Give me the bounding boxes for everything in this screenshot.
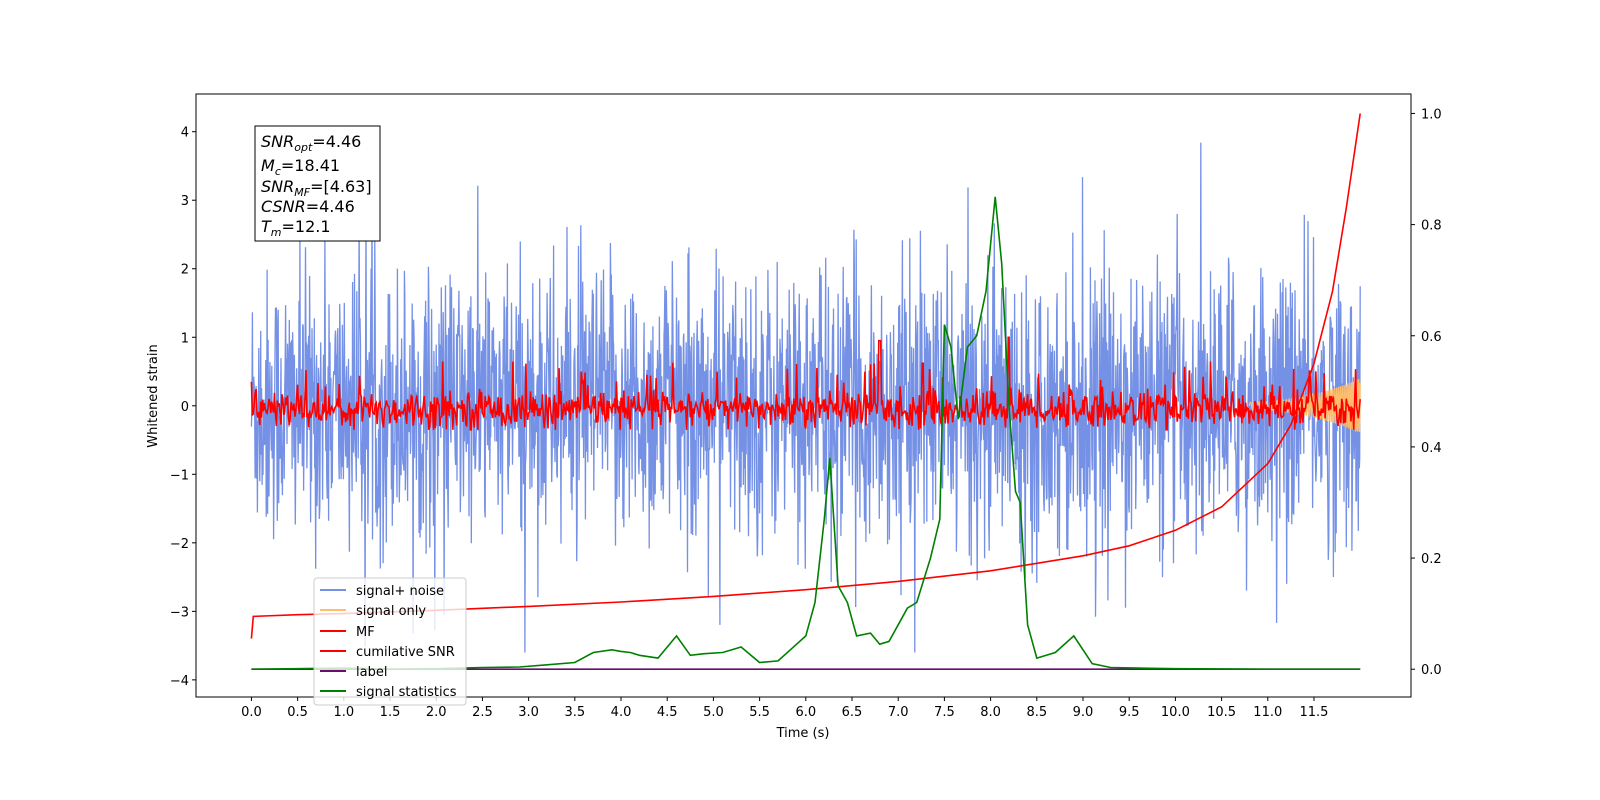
legend-label-signal-only: signal only xyxy=(356,604,426,619)
y-tick-label: −1 xyxy=(170,468,189,483)
y2-tick-label: 0.6 xyxy=(1421,330,1442,345)
x-tick-label: 5.0 xyxy=(703,705,724,720)
legend-label-signal-noise: signal+ noise xyxy=(356,584,444,599)
x-tick-label: 6.5 xyxy=(842,705,863,720)
legend-label-mf: MF xyxy=(356,625,375,640)
x-tick-label: 3.5 xyxy=(564,705,585,720)
x-tick-label: 1.5 xyxy=(380,705,401,720)
x-tick-label: 7.0 xyxy=(888,705,909,720)
legend-label-cumulative-snr: cumilative SNR xyxy=(356,645,455,660)
info-box-frame xyxy=(254,125,381,242)
series-mf-line xyxy=(250,336,1361,431)
y-tick-label: −4 xyxy=(170,674,189,689)
y-axis-label: Whitened strain xyxy=(146,344,161,447)
x-tick-label: 1.0 xyxy=(333,705,354,720)
x-tick-label: 10.5 xyxy=(1207,705,1236,720)
x-tick-label: 8.5 xyxy=(1026,705,1047,720)
legend-label-label: label xyxy=(356,665,387,680)
x-tick-label: 11.5 xyxy=(1300,705,1329,720)
y-tick-label: 3 xyxy=(181,194,189,209)
x-tick-label: 6.0 xyxy=(795,705,816,720)
info-csnr: CSNR=4.46 xyxy=(261,197,355,216)
x-tick-label: 3.0 xyxy=(518,705,539,720)
y-tick-label: 1 xyxy=(181,331,189,346)
y-tick-label: 2 xyxy=(181,263,189,278)
axes: 0.0 0.5 1.0 1.5 2.0 2.5 3.0 3.5 4.0 4.5 5.0 5.5 6.0 6… xyxy=(170,107,1442,720)
x-tick-label: 11.0 xyxy=(1253,705,1282,720)
y2-tick-label: 0.0 xyxy=(1421,663,1442,678)
x-tick-label: 9.0 xyxy=(1073,705,1094,720)
x-tick-label: 7.5 xyxy=(934,705,955,720)
series-signal-statistics-line xyxy=(251,196,1361,671)
y2-tick-label: 0.2 xyxy=(1421,552,1442,567)
info-snr-opt: SNRopt=4.46 xyxy=(261,132,361,154)
x-tick-label: 0.5 xyxy=(287,705,308,720)
x-axis-label: Time (s) xyxy=(776,726,830,741)
x-tick-label: 4.0 xyxy=(611,705,632,720)
y2-tick-label: 0.4 xyxy=(1421,441,1442,456)
y-tick-label: 0 xyxy=(181,400,189,415)
x-tick-label: 9.5 xyxy=(1119,705,1140,720)
y2-tick-label: 0.8 xyxy=(1421,219,1442,234)
x-tick-label: 4.5 xyxy=(657,705,678,720)
info-tm: Tm=12.1 xyxy=(261,217,331,239)
x-tick-label: 2.0 xyxy=(426,705,447,720)
x-tick-label: 2.5 xyxy=(472,705,493,720)
plot-frame xyxy=(195,93,1412,698)
info-box: SNRopt=4.46 Mc=18.41 SNRMF=[4.63] CSNR=4… xyxy=(254,125,381,242)
info-mc: Mc=18.41 xyxy=(261,156,340,178)
y-tick-label: −2 xyxy=(170,537,189,552)
x-tick-label: 0.0 xyxy=(241,705,262,720)
x-tick-label: 5.5 xyxy=(749,705,770,720)
y2-tick-label: 1.0 xyxy=(1421,107,1442,122)
y-tick-label: −3 xyxy=(170,605,189,620)
x-tick-label: 10.0 xyxy=(1161,705,1190,720)
y-tick-label: 4 xyxy=(181,126,189,141)
legend-label-signal-statistics: signal statistics xyxy=(356,685,457,700)
info-snr-mf: SNRMF=[4.63] xyxy=(261,177,372,199)
legend-frame xyxy=(313,577,467,706)
legend: signal+ noise signal only MF cumilative … xyxy=(313,577,467,706)
x-tick-label: 8.0 xyxy=(980,705,1001,720)
